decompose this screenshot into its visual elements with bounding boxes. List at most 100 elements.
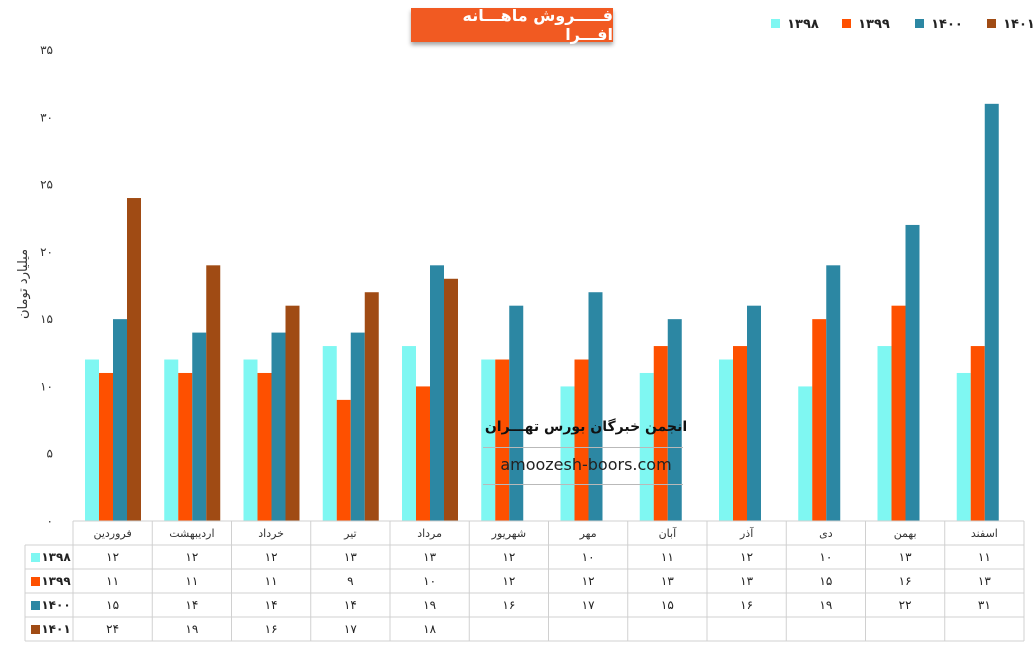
- x-tick-label: خرداد: [258, 527, 284, 540]
- x-tick-label: شهریور: [491, 527, 526, 540]
- y-axis-label: میلیارد تومان: [16, 249, 31, 319]
- bar: [99, 372, 113, 521]
- data-label: ۱۲: [265, 550, 278, 564]
- data-label: ۱۳: [344, 550, 357, 564]
- data-table: فروردین اردیبهشت خرداد تیر مرداد شهریور مهر آبا…: [24, 520, 1025, 642]
- table-row-label: ۱۴۰۰: [41, 598, 70, 612]
- data-label: ۱۶: [265, 622, 278, 636]
- data-label: ۱۳: [978, 574, 991, 588]
- table-legend-swatch: [31, 625, 40, 634]
- bar: [719, 359, 733, 521]
- table-legend-swatch: [31, 601, 40, 610]
- data-label: ۳۱: [978, 598, 991, 612]
- bar: [747, 305, 761, 521]
- bar: [877, 346, 892, 521]
- bar: [653, 346, 668, 521]
- x-tick-label: آبان: [659, 526, 677, 540]
- data-label: ۱۲: [185, 550, 198, 564]
- bar: [336, 399, 351, 521]
- watermark-url: amoozesh-boors.com: [500, 455, 671, 474]
- bar: [257, 372, 272, 521]
- bar: [956, 372, 971, 521]
- data-label: ۱۲: [582, 574, 595, 588]
- data-label: ۱۹: [185, 622, 198, 636]
- legend-label: ۱۳۹۸: [787, 17, 819, 32]
- data-label: ۱۷: [582, 598, 595, 612]
- data-label: ۱۴: [265, 598, 278, 612]
- legend: ۱۳۹۸ ۱۳۹۹ ۱۴۰۰ ۱۴۰۱: [771, 17, 1033, 32]
- data-label: ۱۸: [423, 622, 436, 636]
- bar: [891, 305, 906, 521]
- x-tick-label: تیر: [343, 527, 356, 540]
- data-label: ۹: [347, 574, 353, 588]
- data-label: ۱۴: [344, 598, 357, 612]
- legend-swatch: [987, 19, 996, 28]
- bar: [798, 386, 813, 521]
- data-label: ۱۵: [819, 574, 832, 588]
- x-tick-label: مهر: [579, 527, 597, 540]
- data-label: ۲۴: [106, 622, 119, 636]
- data-label: ۱۱: [106, 574, 119, 588]
- bar: [206, 265, 221, 521]
- y-axis-ticks: ۰ ۵ ۱۰ ۱۵ ۲۰ ۲۵ ۳۰ ۳۵: [40, 43, 53, 528]
- bar: [416, 386, 430, 521]
- data-label: ۱۷: [344, 622, 357, 636]
- bar: [667, 319, 682, 521]
- data-label: ۱۲: [106, 550, 119, 564]
- legend-label: ۱۳۹۹: [858, 17, 890, 32]
- table-row-label: ۱۳۹۹: [41, 574, 71, 588]
- y-tick-label: ۱۵: [40, 312, 53, 326]
- data-label: ۱۰: [423, 574, 436, 588]
- bar: [639, 372, 654, 521]
- y-tick-label: ۵: [47, 447, 53, 461]
- x-tick-label: اسفند: [971, 527, 998, 540]
- legend-label: ۱۴۰۰: [931, 17, 963, 32]
- x-tick-label: دی: [819, 527, 833, 540]
- y-tick-label: ۳۵: [40, 43, 53, 57]
- bar: [905, 224, 920, 521]
- data-label: ۱۲: [740, 550, 753, 564]
- bar: [85, 359, 99, 521]
- table-row-label: ۱۳۹۸: [41, 550, 71, 564]
- bar: [322, 346, 337, 521]
- data-label: ۱۱: [978, 550, 991, 564]
- data-label: ۱۶: [502, 598, 515, 612]
- bar: [285, 305, 300, 521]
- bar: [588, 292, 603, 521]
- table-legend-swatch: [31, 553, 40, 562]
- bar: [113, 319, 127, 521]
- data-label: ۱۳: [423, 550, 436, 564]
- bar: [495, 359, 510, 521]
- x-tick-label: مرداد: [417, 527, 442, 540]
- bar: [560, 386, 575, 521]
- data-label: ۱۳: [899, 550, 912, 564]
- y-tick-label: ۰: [47, 514, 53, 528]
- bar: [509, 305, 524, 521]
- data-label: ۱۲: [502, 574, 515, 588]
- data-label: ۱۳: [740, 574, 753, 588]
- data-label: ۱۵: [106, 598, 119, 612]
- bar: [481, 359, 496, 521]
- y-tick-label: ۳۰: [40, 110, 53, 124]
- watermark: انجمن خبرگان بورس تهـــران amoozesh-boor…: [483, 418, 687, 485]
- bar: [243, 359, 258, 521]
- legend-swatch: [915, 19, 924, 28]
- data-label: ۱۶: [899, 574, 912, 588]
- watermark-title: انجمن خبرگان بورس تهـــران: [485, 418, 687, 435]
- chart-title: فـــــروش ماهـــانه افـــرا: [411, 6, 613, 44]
- bar: [164, 359, 179, 521]
- data-label: ۱۹: [819, 598, 832, 612]
- data-label: ۱۶: [740, 598, 753, 612]
- legend-swatch: [771, 19, 780, 28]
- data-label: ۱۹: [423, 598, 436, 612]
- data-label: ۱۱: [265, 574, 278, 588]
- bar: [812, 319, 827, 521]
- bar: [178, 372, 193, 521]
- bar: [271, 332, 286, 521]
- x-tick-label: بهمن: [894, 527, 917, 540]
- y-tick-label: ۲۵: [40, 178, 53, 192]
- legend-swatch: [842, 19, 851, 28]
- table-legend-swatch: [31, 577, 40, 586]
- bar: [127, 198, 141, 521]
